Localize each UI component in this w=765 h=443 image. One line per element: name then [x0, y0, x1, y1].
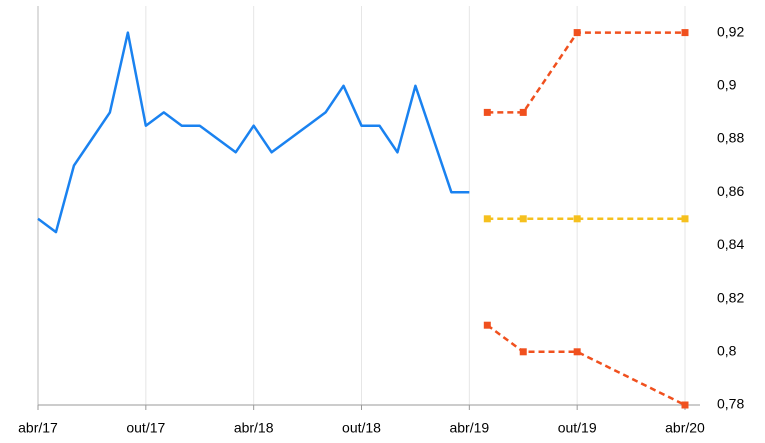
series-marker	[573, 29, 581, 37]
series-marker	[483, 321, 491, 329]
series-marker	[519, 108, 527, 116]
x-tick-label: abr/18	[234, 420, 274, 436]
series-marker	[681, 29, 689, 37]
series-line	[37, 31, 470, 234]
series-marker	[483, 108, 491, 116]
x-tick-label: abr/17	[18, 420, 58, 436]
series-marker	[681, 401, 689, 409]
x-tick-label: out/17	[126, 420, 165, 436]
x-tick-label: abr/20	[665, 420, 705, 436]
y-tick-label: 0,86	[717, 183, 744, 199]
series-line	[487, 31, 685, 114]
x-tick-label: out/18	[342, 420, 381, 436]
y-tick-label: 0,92	[717, 23, 744, 39]
series-marker	[519, 215, 527, 223]
x-tick-label: abr/19	[449, 420, 489, 436]
x-tick-label: out/19	[558, 420, 597, 436]
y-tick-label: 0,82	[717, 289, 744, 305]
y-tick-label: 0,78	[717, 396, 744, 412]
series-marker	[681, 215, 689, 223]
series-marker	[519, 348, 527, 356]
series-marker	[483, 215, 491, 223]
y-tick-label: 0,9	[717, 77, 737, 93]
series-line	[486, 324, 686, 407]
series-marker	[573, 215, 581, 223]
series-marker	[573, 348, 581, 356]
y-tick-label: 0,88	[717, 130, 744, 146]
y-tick-label: 0,8	[717, 343, 737, 359]
y-tick-label: 0,84	[717, 236, 744, 252]
